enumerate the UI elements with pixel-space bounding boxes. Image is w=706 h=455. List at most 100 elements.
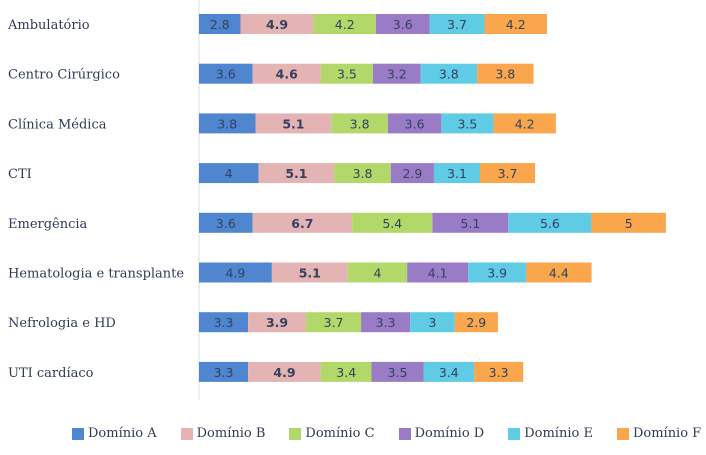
category-label: Nefrologia e HD	[8, 316, 116, 331]
legend-swatch-icon	[508, 427, 521, 440]
bar-segment	[423, 361, 475, 382]
bar-segment	[320, 361, 372, 382]
data-label: 3.3	[214, 365, 234, 380]
bar-segment	[420, 63, 478, 84]
legend-swatch-icon	[289, 427, 302, 440]
legend-label: Domínio E	[524, 426, 593, 441]
data-label: 2.9	[466, 315, 486, 330]
bar-segment	[468, 262, 527, 283]
data-label: 6.7	[291, 216, 313, 231]
bar-segment	[432, 212, 509, 233]
legend: Domínio A Domínio B Domínio C Domínio D Domí…	[72, 426, 701, 441]
bars: 2.8 4.9 4.2 3.6 3.7 4.2 3.6 4.6 3.5 3.2 3.8 3.8 3.8 5…	[199, 14, 666, 382]
legend-item: Domínio C	[289, 426, 375, 441]
data-label: 5.1	[282, 116, 304, 131]
bar-segment	[387, 113, 442, 134]
bar-segment	[526, 262, 592, 283]
data-label: 5.1	[460, 216, 480, 231]
legend-swatch-icon	[398, 427, 411, 440]
data-label: 3.4	[336, 365, 356, 380]
data-label: 4.9	[225, 266, 245, 281]
bar-segment	[248, 312, 307, 333]
legend-item: Domínio B	[180, 426, 266, 441]
legend-item: Domínio A	[72, 426, 157, 441]
data-label: 4.9	[273, 365, 295, 380]
bar-segment	[375, 14, 430, 34]
legend-item: Domínio D	[398, 426, 484, 441]
data-label: 3.8	[439, 67, 459, 82]
bar-segment	[361, 312, 411, 333]
data-label: 3.9	[266, 315, 288, 330]
data-label: 5.1	[299, 266, 321, 281]
data-label: 3.5	[337, 67, 357, 82]
data-label: 3.3	[489, 365, 509, 380]
bar-segment	[371, 361, 424, 382]
data-label: 3.9	[487, 266, 507, 281]
category-label: CTI	[8, 167, 32, 182]
category-label: Clínica Médica	[8, 117, 107, 132]
bar-segment	[199, 361, 249, 382]
legend-item: Domínio E	[508, 426, 593, 441]
data-label: 3.7	[498, 166, 518, 181]
bar-segment	[591, 212, 666, 233]
data-label: 3.5	[457, 116, 477, 131]
data-label: 5.6	[540, 216, 560, 231]
data-label: 4.2	[515, 116, 535, 131]
legend-label: Domínio F	[632, 426, 702, 441]
bar-segment	[508, 212, 592, 233]
data-label: 3.3	[214, 315, 234, 330]
data-label: 3.6	[393, 17, 413, 32]
data-label: 5.1	[285, 166, 307, 181]
bar-segment	[252, 63, 321, 84]
bar-segment	[352, 212, 433, 233]
data-label: 4.9	[266, 17, 288, 32]
data-label: 4	[225, 166, 233, 181]
bar-segment	[258, 163, 335, 184]
bar-segment	[433, 163, 481, 184]
data-label: 3.7	[447, 17, 467, 32]
stacked-bar-chart: Ambulatório Centro Cirúrgico Clínica Médic…	[7, 0, 666, 400]
data-label: 3	[428, 315, 436, 330]
category-labels: Ambulatório Centro Cirúrgico Clínica Médic…	[7, 18, 184, 381]
bar-segment	[320, 63, 373, 84]
bar-segment	[331, 113, 388, 134]
bar-segment	[410, 312, 455, 333]
bar-segment	[199, 312, 249, 333]
bar-segment	[199, 63, 253, 84]
bar-segment	[484, 14, 547, 34]
category-label: Hematologia e transplante	[8, 267, 184, 282]
bar-segment	[477, 63, 534, 84]
bar-segment	[407, 262, 469, 283]
legend-label: Domínio A	[88, 426, 157, 441]
category-label: UTI cardíaco	[8, 366, 94, 381]
bar-segment	[252, 212, 353, 233]
bar-segment	[199, 163, 259, 184]
legend-swatch-icon	[72, 427, 84, 440]
bar-segment	[199, 262, 272, 283]
data-label: 4.6	[276, 67, 298, 82]
bar-segment	[199, 212, 253, 233]
bar-segment	[255, 113, 332, 134]
legend-label: Domínio B	[196, 426, 266, 441]
category-label: Emergência	[8, 217, 88, 232]
bar-segment	[199, 14, 241, 34]
data-label: 3.6	[405, 116, 425, 131]
data-label: 4.2	[335, 17, 355, 32]
data-label: 5	[625, 216, 633, 231]
data-label: 4.2	[506, 17, 526, 32]
bar-segment	[271, 262, 348, 283]
legend-swatch-icon	[180, 427, 193, 440]
legend-label: Domínio C	[305, 426, 375, 441]
bar-segment	[493, 113, 556, 134]
data-label: 3.2	[387, 67, 407, 82]
data-label: 3.3	[376, 315, 396, 330]
data-label: 3.8	[495, 67, 515, 82]
bar-segment	[454, 312, 498, 333]
bar-segment	[480, 163, 536, 184]
legend-item: Domínio F	[616, 426, 702, 441]
bar-segment	[347, 262, 408, 283]
data-label: 3.1	[447, 166, 467, 181]
bar-segment	[240, 14, 314, 34]
data-label: 4	[373, 266, 381, 281]
data-label: 2.9	[402, 166, 422, 181]
